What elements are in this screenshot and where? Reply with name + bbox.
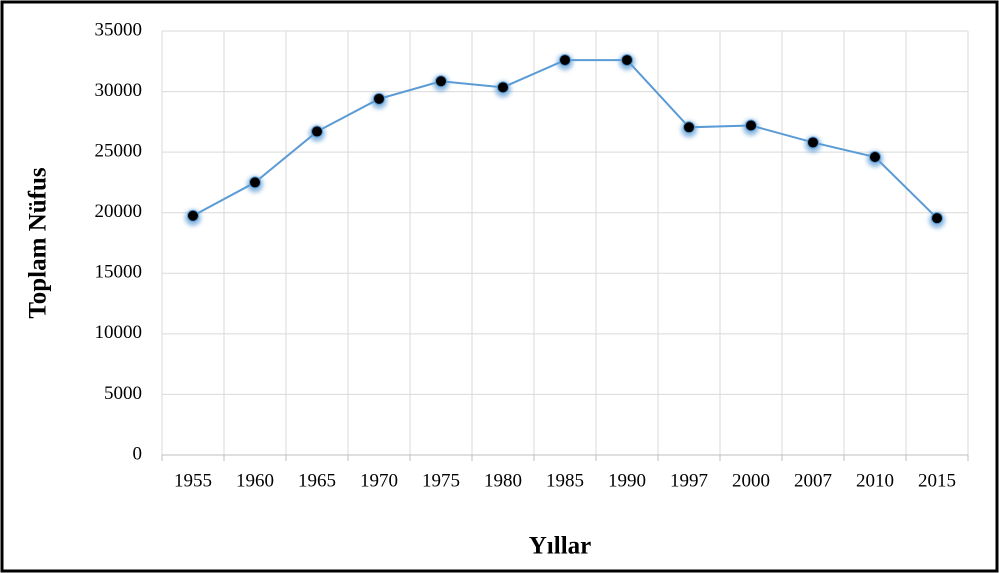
marker <box>683 121 695 134</box>
x-axis-title: Yıllar <box>529 533 592 560</box>
marker <box>373 92 385 105</box>
x-tick-label: 1960 <box>236 470 274 491</box>
x-tick-label: 2010 <box>856 470 894 491</box>
y-tick-label: 5000 <box>104 383 142 404</box>
x-tick-label: 2015 <box>918 470 956 491</box>
x-tick-label: 1970 <box>360 470 398 491</box>
marker <box>621 54 633 67</box>
y-tick-label: 10000 <box>95 322 143 343</box>
marker <box>931 212 943 225</box>
marker <box>559 54 571 67</box>
x-tick-label: 2007 <box>794 470 832 491</box>
marker <box>311 125 323 138</box>
marker <box>187 209 199 222</box>
x-tick-label: 1955 <box>174 470 212 491</box>
y-tick-label: 20000 <box>95 201 143 222</box>
marker <box>435 75 447 88</box>
y-tick-label: 15000 <box>95 262 143 283</box>
x-tick-label: 1965 <box>298 470 336 491</box>
x-tick-label: 1997 <box>670 470 708 491</box>
x-tick-label: 1975 <box>422 470 460 491</box>
marker <box>497 81 509 94</box>
marker <box>807 136 819 149</box>
x-tick-label: 1990 <box>608 470 646 491</box>
x-tick-label: 1980 <box>484 470 522 491</box>
marker <box>745 119 757 132</box>
y-tick-label: 30000 <box>95 80 143 101</box>
y-tick-label: 0 <box>133 443 143 464</box>
marker <box>869 150 881 163</box>
y-tick-label: 25000 <box>95 141 143 162</box>
x-tick-label: 2000 <box>732 470 770 491</box>
marker <box>249 176 261 189</box>
y-axis-title: Toplam Nüfus <box>25 167 52 318</box>
x-tick-label: 1985 <box>546 470 584 491</box>
y-tick-label: 35000 <box>95 19 143 40</box>
